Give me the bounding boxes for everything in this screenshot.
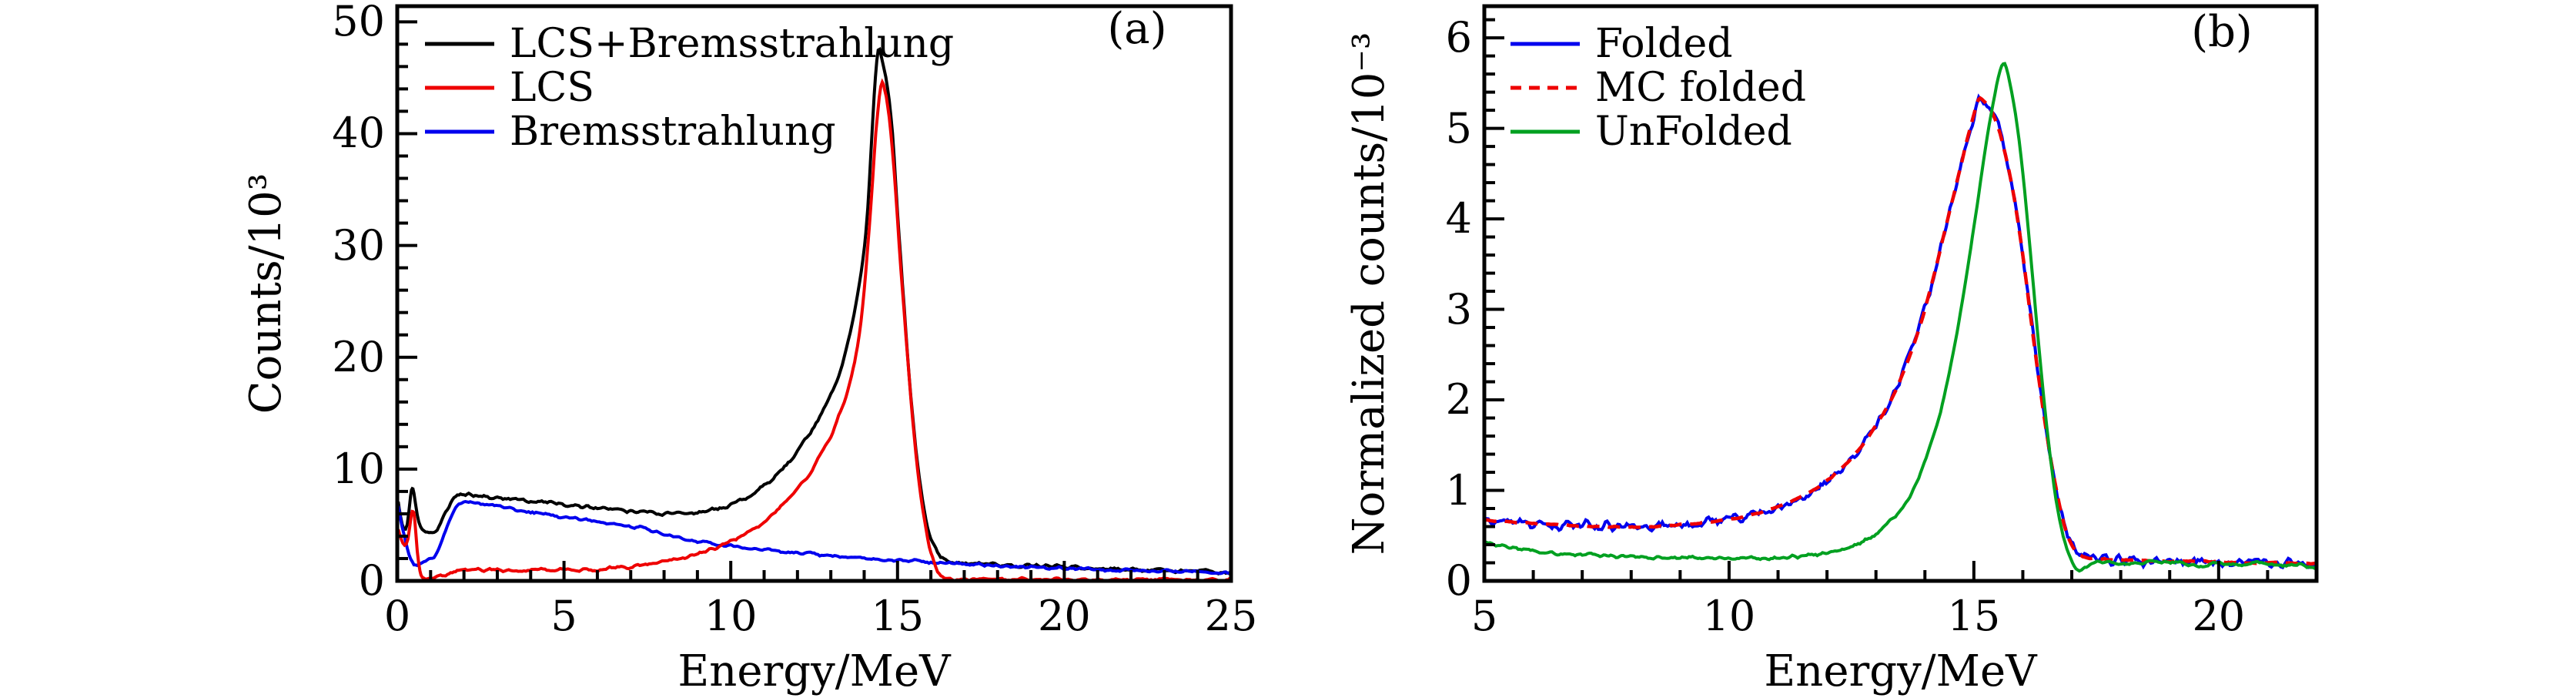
legend-label-bremsstrahlung: Bremsstrahlung (510, 109, 836, 155)
panel-a-y-tick-50: 50 (332, 0, 385, 46)
panel-a-x-tick-5: 5 (550, 592, 577, 640)
panel-b-frame (1482, 4, 2319, 583)
panel-b-y-tick-4: 4 (1445, 194, 1472, 243)
panel-b-x-tick-15: 15 (1947, 592, 2001, 640)
panel-b-label: (b) (2191, 7, 2253, 57)
legend-label-lcs: LCS (510, 65, 594, 111)
panel-a-y-tick-0: 0 (358, 556, 385, 605)
series-bremsstrahlung-curve (397, 499, 1231, 576)
legend-label-unfolded: UnFolded (1595, 109, 1792, 155)
series-unfolded-curve (1484, 62, 2317, 573)
panel-b-x-tick-10: 10 (1702, 592, 1756, 640)
panel-b-y-tick-2: 2 (1445, 375, 1472, 425)
panel-b-x-axis-label: Energy/MeV (1764, 646, 2037, 696)
panel-a-x-tick-15: 15 (871, 592, 925, 640)
panel-a-x-tick-25: 25 (1204, 592, 1258, 640)
series-mc-folded-curve (1484, 96, 2317, 566)
legend-label-folded: Folded (1595, 21, 1733, 67)
series-lcs-curve (397, 78, 1231, 581)
panel-a-x-tick-0: 0 (383, 592, 411, 640)
panel-b-y-tick-1: 1 (1445, 465, 1472, 515)
panel-a-y-tick-20: 20 (332, 332, 385, 381)
panel-b-y-tick-5: 5 (1445, 103, 1472, 153)
series-folded-curve (1484, 93, 2317, 570)
panel-a-y-tick-30: 30 (332, 220, 385, 270)
panel-b-x-tick-5: 5 (1470, 592, 1498, 640)
panel-b-x-tick-20: 20 (2192, 592, 2246, 640)
panel-b-series (1484, 62, 2317, 573)
panel-b-ticks (1483, 18, 2318, 582)
panel-b-y-tick-6: 6 (1445, 13, 1472, 62)
panel-b-y-tick-0: 0 (1445, 556, 1472, 605)
panel-b-y-tick-3: 3 (1445, 284, 1472, 334)
legend-label-mc-folded: MC folded (1595, 65, 1807, 111)
panel-a-label: (a) (1107, 4, 1167, 54)
panel-a-x-tick-10: 10 (704, 592, 758, 640)
legend-label-lcs-plus-bremsstrahlung: LCS+Bremsstrahlung (510, 21, 955, 67)
panel-a-y-tick-10: 10 (332, 444, 385, 493)
panel-a-frame (395, 4, 1233, 583)
panel-a-x-axis-label: Energy/MeV (677, 646, 951, 696)
panel-a-x-tick-20: 20 (1038, 592, 1091, 640)
panel-a-ticks (396, 20, 1233, 582)
panel-a-y-tick-40: 40 (332, 109, 385, 158)
